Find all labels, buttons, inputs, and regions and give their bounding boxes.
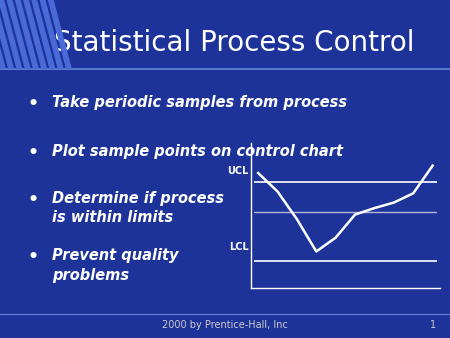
Text: •: • — [27, 248, 38, 266]
Text: Determine if process
is within limits: Determine if process is within limits — [52, 191, 224, 225]
Text: Take periodic samples from process: Take periodic samples from process — [52, 95, 347, 110]
Text: LCL: LCL — [229, 242, 248, 252]
Text: UCL: UCL — [227, 166, 248, 176]
Text: Prevent quality
problems: Prevent quality problems — [52, 248, 178, 283]
Text: 1: 1 — [430, 320, 436, 330]
Text: 2000 by Prentice-Hall, Inc: 2000 by Prentice-Hall, Inc — [162, 320, 288, 330]
Text: •: • — [27, 95, 38, 113]
Text: Statistical Process Control: Statistical Process Control — [54, 29, 414, 57]
Text: •: • — [27, 191, 38, 209]
Text: Plot sample points on control chart: Plot sample points on control chart — [52, 144, 343, 159]
Text: •: • — [27, 144, 38, 162]
